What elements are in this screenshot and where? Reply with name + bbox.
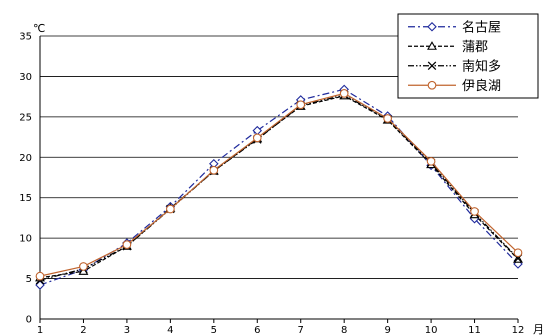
legend-label: 南知多 bbox=[462, 58, 501, 74]
x-tick-label: 5 bbox=[211, 325, 217, 335]
x-tick-label: 7 bbox=[298, 325, 304, 335]
y-tick-label: 25 bbox=[19, 112, 32, 123]
legend-box bbox=[397, 13, 539, 99]
x-tick-label: 6 bbox=[254, 325, 260, 335]
data-point bbox=[252, 133, 262, 143]
x-tick-label: 11 bbox=[468, 325, 481, 335]
data-point bbox=[383, 114, 392, 123]
x-tick-label: 4 bbox=[167, 325, 173, 335]
data-point bbox=[35, 271, 45, 281]
data-point bbox=[296, 100, 306, 110]
legend-marker bbox=[427, 21, 437, 32]
y-tick-label: 5 bbox=[26, 274, 32, 285]
series-line bbox=[39, 94, 519, 281]
series-line bbox=[39, 92, 519, 277]
data-point bbox=[426, 156, 436, 166]
legend-marker bbox=[427, 80, 437, 90]
legend-marker bbox=[427, 41, 437, 50]
x-tick-label: 12 bbox=[512, 325, 525, 335]
legend-label: 蒲郡 bbox=[462, 40, 488, 55]
data-point bbox=[513, 248, 523, 258]
x-tick-label: 3 bbox=[124, 325, 130, 335]
y-tick-label: 10 bbox=[19, 234, 32, 245]
data-point bbox=[470, 207, 479, 216]
x-tick-label: 1 bbox=[37, 325, 43, 335]
data-point bbox=[122, 240, 132, 249]
x-tick-label: 2 bbox=[80, 325, 86, 335]
x-tick-label: 10 bbox=[425, 325, 438, 335]
y-tick-label: 0 bbox=[26, 315, 32, 326]
y-tick-label: 20 bbox=[19, 153, 32, 164]
y-tick-label: 15 bbox=[19, 193, 32, 204]
data-point bbox=[79, 262, 88, 271]
legend-marker bbox=[427, 61, 437, 71]
legend-label: 伊良湖 bbox=[462, 78, 501, 94]
data-point bbox=[209, 165, 219, 175]
x-axis-unit-label: 月 bbox=[533, 323, 544, 335]
y-tick-label: 35 bbox=[19, 32, 32, 43]
series-lines bbox=[35, 84, 523, 290]
series-4 bbox=[35, 89, 523, 281]
x-tick-label: 9 bbox=[384, 325, 390, 335]
data-point bbox=[166, 204, 175, 214]
data-point bbox=[339, 89, 349, 98]
y-axis-unit-label: ℃ bbox=[33, 22, 45, 35]
series-line bbox=[39, 88, 519, 286]
legend-label: 名古屋 bbox=[462, 19, 501, 35]
x-tick-label: 8 bbox=[341, 325, 347, 335]
y-tick-label: 30 bbox=[19, 72, 32, 83]
